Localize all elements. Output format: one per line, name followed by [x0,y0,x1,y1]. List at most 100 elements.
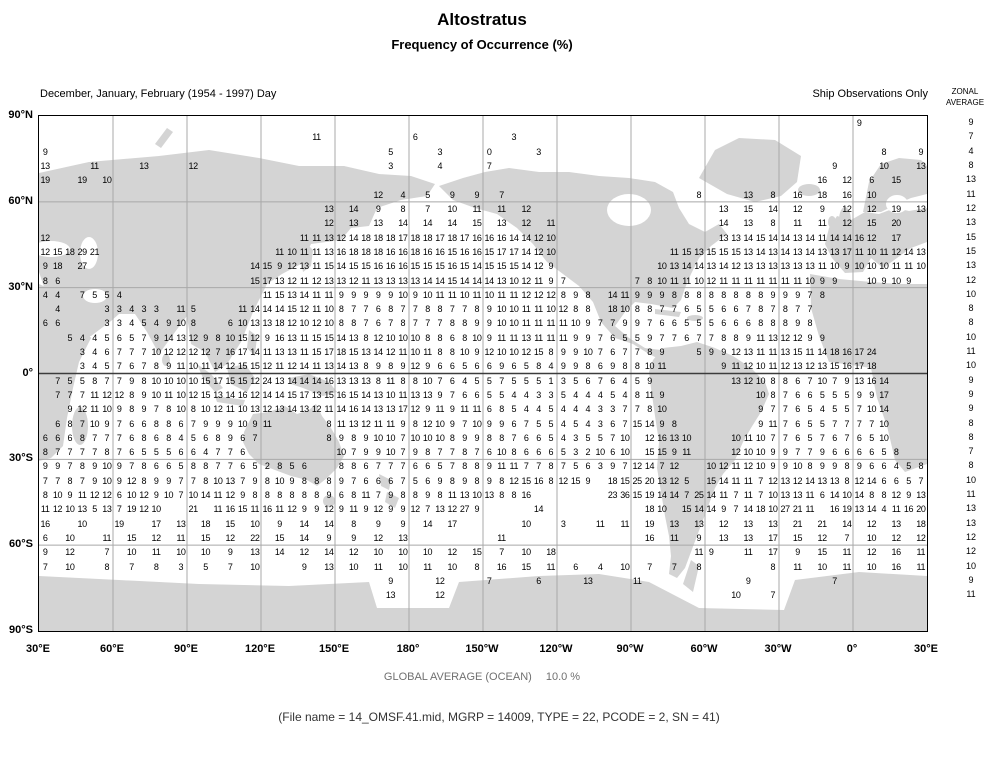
grid-value: 8 [918,461,924,472]
longitude-tick-label: 150°E [318,643,350,655]
grid-value: 9 [869,389,874,400]
grid-value: 7 [696,332,702,343]
grid-value: 10 [151,347,162,358]
grid-value: 10 [385,332,396,343]
grid-value: 11 [361,275,371,286]
grid-value: 5 [832,404,837,415]
grid-value: 13 [410,389,421,400]
grid-value: 5 [425,189,430,200]
grid-value: 8 [92,375,97,386]
grid-value: 10 [657,504,667,515]
grid-value: 11 [534,304,543,315]
grid-value: 10 [373,432,384,443]
grid-value: 12 [65,547,75,558]
grid-value: 9 [153,475,159,486]
grid-value: 14 [373,347,384,358]
grid-value: 12 [731,261,741,272]
grid-value: 8 [474,461,480,472]
grid-value: 11 [423,347,432,358]
grid-value: 13 [250,404,260,415]
grid-value: 8 [647,347,652,358]
grid-value: 14 [225,389,236,400]
grid-value: 16 [842,347,852,358]
grid-value: 15 [447,275,458,286]
grid-value: 14 [287,375,297,386]
grid-value: 16 [274,332,285,343]
grid-value: 15 [348,347,359,358]
grid-value: 14 [706,490,717,501]
grid-value: 12 [126,475,137,486]
grid-value: 19 [644,490,655,501]
grid-value: 7 [92,432,97,443]
zonal-average-value: 9 [968,403,974,414]
grid-value: 12 [743,361,754,372]
grid-value: 10 [250,518,260,529]
grid-value: 9 [585,332,591,343]
grid-value: 12 [250,375,260,386]
grid-value: 15 [681,246,692,257]
grid-value: 6 [881,475,887,486]
grid-value: 8 [647,304,652,315]
grid-value: 4 [55,304,60,315]
grid-value: 9 [548,261,554,272]
grid-value: 13 [743,218,754,229]
grid-value: 9 [486,461,492,472]
grid-value: 5 [573,418,578,429]
grid-value: 16 [336,389,347,400]
grid-value: 17 [891,232,902,243]
grid-value: 8 [782,375,788,386]
zonal-average-header: ZONAL AVERAGE [932,86,998,108]
grid-value: 14 [694,504,704,515]
grid-value: 7 [129,347,134,358]
grid-value: 6 [597,361,603,372]
grid-value: 12 [780,332,791,343]
grid-value: 12 [792,475,803,486]
grid-value: 17 [151,518,162,529]
grid-value: 4 [129,318,134,329]
grid-value: 7 [671,332,677,343]
grid-value: 15 [521,475,532,486]
grid-value: 5 [486,389,492,400]
grid-value: 17 [213,375,223,386]
grid-value: 7 [178,475,184,486]
grid-value: 11 [77,490,87,501]
grid-value: 9 [671,447,677,458]
grid-value: 12 [916,533,926,543]
grid-value: 18 [385,232,396,243]
grid-value: 14 [817,347,828,358]
grid-value: 5 [486,375,492,386]
grid-value: 7 [190,475,196,486]
grid-value: 16 [842,361,852,372]
grid-value: 10 [102,175,112,186]
grid-value: 18 [348,246,359,257]
grid-value: 13 [324,246,334,257]
grid-value: 7 [782,389,788,400]
grid-value: 14 [484,275,495,286]
grid-value: 17 [459,232,470,243]
grid-value: 5 [79,375,85,386]
grid-value: 13 [324,361,334,372]
grid-value: 8 [351,490,356,501]
global-average-label: GLOBAL AVERAGE (OCEAN) [383,671,532,683]
grid-value: 14 [361,404,371,415]
grid-value: 10 [866,246,877,257]
grid-value: 14 [521,246,532,257]
grid-value: 9 [116,475,122,486]
grid-value: 12 [250,389,260,400]
grid-value: 13 [410,275,421,286]
grid-value: 13 [792,232,803,243]
grid-value: 8 [499,475,504,486]
grid-value: 8 [536,361,541,372]
grid-value: 8 [412,375,418,386]
zonal-average-value: 15 [965,231,977,242]
grid-value: 11 [262,418,272,429]
grid-value: 13 [817,246,828,257]
grid-value: 6 [153,432,159,443]
grid-value: 13 [780,490,791,501]
grid-value: 9 [474,189,480,200]
grid-value: 0 [486,146,492,157]
grid-value: 5 [696,318,702,329]
grid-value: 4 [597,561,603,572]
grid-value: 10 [176,318,186,329]
zonal-average-value: 13 [965,517,977,528]
